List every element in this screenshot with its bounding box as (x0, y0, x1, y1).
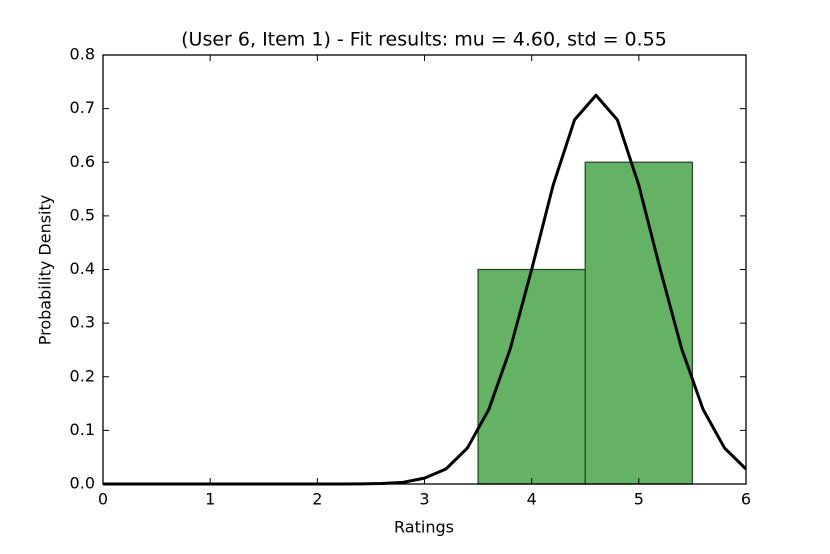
x-tick-label: 6 (741, 490, 751, 509)
y-tick-label: 0.5 (70, 205, 95, 224)
x-tick-label: 0 (98, 490, 108, 509)
chart-title: (User 6, Item 1) - Fit results: mu = 4.6… (181, 29, 667, 51)
x-tick-label: 1 (205, 490, 215, 509)
y-tick-label: 0.2 (70, 366, 95, 385)
y-tick-label: 0.0 (70, 474, 95, 493)
y-tick-label: 0.7 (70, 98, 95, 117)
x-tick-label: 5 (634, 490, 644, 509)
x-tick-label: 2 (312, 490, 322, 509)
y-tick-label: 0.8 (70, 45, 95, 64)
y-axis-label: Probability Density (36, 195, 55, 346)
x-tick-label: 4 (527, 490, 537, 509)
bar (584, 161, 694, 485)
y-tick-label: 0.6 (70, 152, 95, 171)
y-tick-label: 0.3 (70, 313, 95, 332)
y-tick-label: 0.1 (70, 420, 95, 439)
bar (477, 268, 586, 485)
y-tick-label: 0.4 (70, 259, 95, 278)
x-tick-label: 3 (419, 490, 429, 509)
x-axis-label: Ratings (394, 518, 454, 537)
